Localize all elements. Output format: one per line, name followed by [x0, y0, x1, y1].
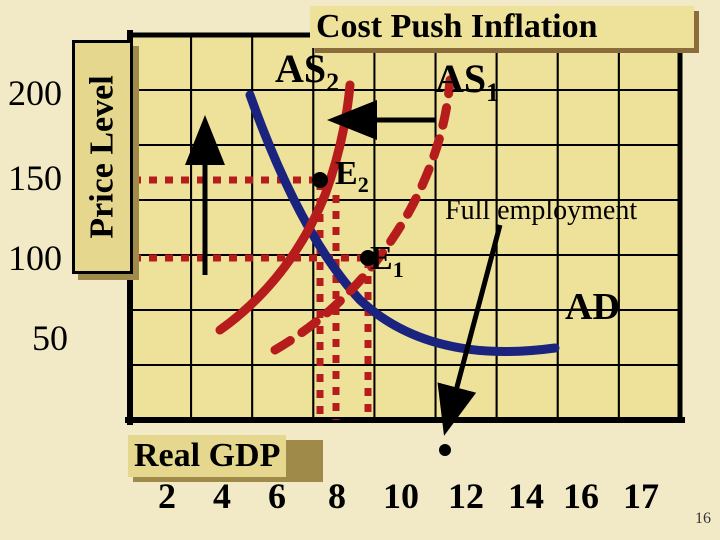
x-tick-4: 10	[383, 475, 419, 517]
x-tick-6: 14	[508, 475, 544, 517]
e2-label: E2	[335, 155, 369, 198]
x-axis-label: Real GDP	[134, 437, 280, 474]
y-tick-2: 100	[8, 237, 62, 279]
x-tick-7: 16	[563, 475, 599, 517]
x-axis-label-box: Real GDP	[128, 435, 286, 477]
as2-label: AS2	[275, 45, 339, 98]
slide-number: 16	[695, 510, 711, 528]
x-tick-1: 4	[213, 475, 231, 517]
x-tick-2: 6	[268, 475, 286, 517]
ad-label: AD	[565, 285, 620, 329]
y-axis-label-box: Price Level	[72, 40, 133, 274]
y-tick-1: 150	[8, 157, 62, 199]
as1-label: AS1	[435, 55, 499, 108]
y-tick-3: 50	[32, 317, 68, 359]
y-tick-0: 200	[8, 72, 62, 114]
e1-label: E1	[370, 240, 404, 283]
full-employment-label: Full employment	[445, 195, 637, 227]
x-tick-3: 8	[328, 475, 346, 517]
slide-title: Cost Push Inflation	[310, 6, 694, 48]
x-tick-8: 17	[623, 475, 659, 517]
x-tick-5: 12	[448, 475, 484, 517]
x-tick-0: 2	[158, 475, 176, 517]
y-axis-label: Price Level	[84, 75, 122, 238]
